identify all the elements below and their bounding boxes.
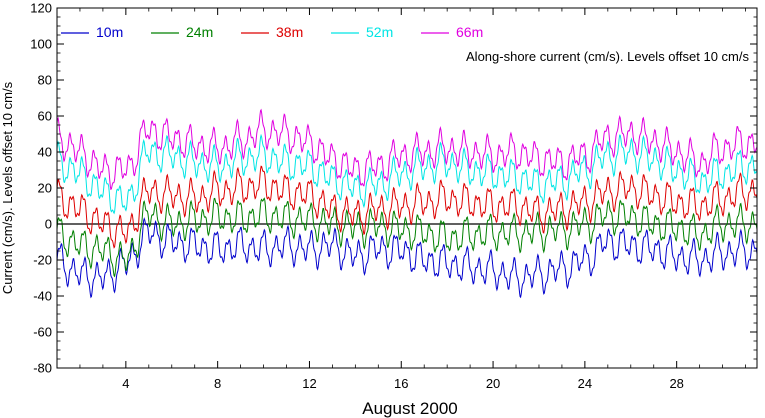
legend-label-10m: 10m <box>96 24 123 40</box>
x-tick-label: 28 <box>669 376 683 391</box>
y-tick-label: 20 <box>38 181 52 196</box>
series-line-38m <box>57 165 757 249</box>
y-tick-label: 80 <box>38 73 52 88</box>
legend: 10m 24m 38m 52m 66m <box>61 24 483 40</box>
y-tick-label: 60 <box>38 109 52 124</box>
legend-label-24m: 24m <box>186 24 213 40</box>
x-tick-label: 12 <box>302 376 316 391</box>
x-tick-label: 24 <box>578 376 592 391</box>
series-line-10m <box>57 217 757 299</box>
y-tick-label: 40 <box>38 145 52 160</box>
y-tick-label: 0 <box>45 217 52 232</box>
y-tick-label: -20 <box>33 253 52 268</box>
series-line-66m <box>57 108 757 191</box>
series-line-52m <box>57 133 757 215</box>
x-tick-label: 8 <box>214 376 221 391</box>
x-tick-label: 4 <box>122 376 129 391</box>
y-tick-label: 100 <box>30 37 52 52</box>
y-axis-label: Current (cm/s). Levels offset 10 cm/s <box>0 81 15 294</box>
x-tick-label: 20 <box>486 376 500 391</box>
plot-area <box>57 108 757 299</box>
axes: -80 -60 -40 -20 0 20 40 60 80 100 120 4 8 12 16 20 24 28 <box>30 1 758 391</box>
y-tick-label: -80 <box>33 361 52 376</box>
legend-label-66m: 66m <box>456 24 483 40</box>
chart-annotation: Along-shore current (cm/s). Levels offse… <box>466 49 749 64</box>
x-tick-label: 16 <box>394 376 408 391</box>
y-tick-label: -60 <box>33 325 52 340</box>
legend-label-52m: 52m <box>366 24 393 40</box>
legend-label-38m: 38m <box>276 24 303 40</box>
series-line-24m <box>57 197 757 278</box>
x-axis-label: August 2000 <box>362 399 457 418</box>
y-tick-label: -40 <box>33 289 52 304</box>
y-tick-label: 120 <box>30 1 52 16</box>
